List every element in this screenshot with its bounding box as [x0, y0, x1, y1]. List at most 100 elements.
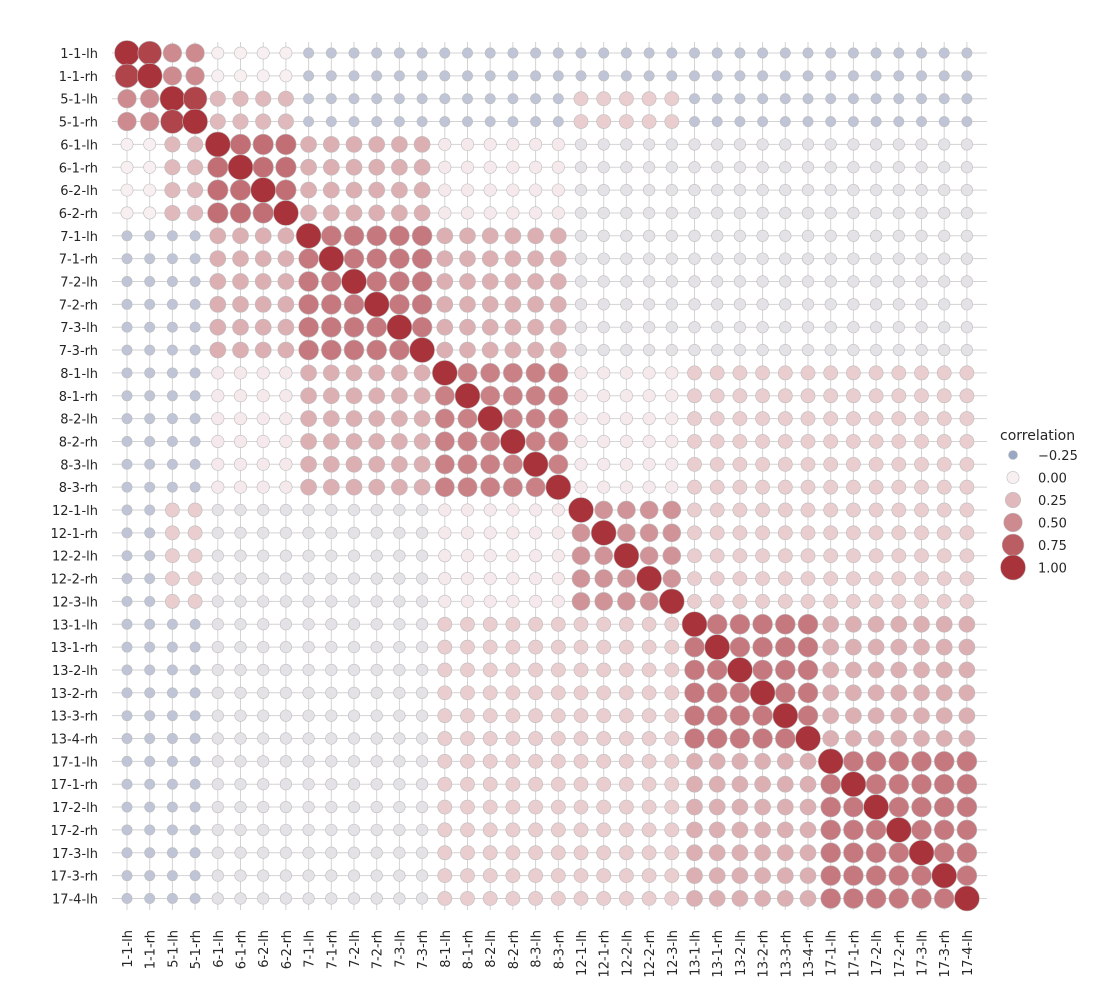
correlation-dot	[505, 708, 521, 724]
correlation-dot	[709, 548, 725, 564]
correlation-dot	[775, 614, 796, 635]
correlation-dot	[343, 316, 365, 338]
correlation-dot	[257, 641, 270, 654]
correlation-dot	[956, 796, 978, 818]
correlation-dot	[437, 799, 453, 815]
x-tick-label: 1-1-rh	[144, 930, 159, 969]
correlation-dot	[938, 70, 950, 82]
correlation-dot	[162, 43, 182, 63]
correlation-dot	[256, 434, 270, 448]
correlation-dot	[391, 181, 408, 199]
correlation-dot	[914, 525, 929, 541]
correlation-dot	[144, 413, 156, 425]
correlation-dot	[847, 321, 860, 334]
correlation-dot	[956, 865, 978, 886]
correlation-dot	[709, 411, 725, 426]
correlation-dot	[530, 47, 542, 59]
correlation-dot	[166, 710, 178, 722]
correlation-dot	[550, 868, 566, 883]
legend-label: 1.00	[1038, 562, 1067, 577]
correlation-dot	[506, 549, 520, 563]
correlation-dot	[393, 93, 405, 105]
correlation-dot	[706, 659, 728, 681]
correlation-dot	[393, 503, 406, 517]
correlation-dot	[300, 433, 317, 450]
correlation-dot	[121, 641, 133, 653]
correlation-dot	[639, 546, 659, 565]
correlation-dot	[870, 321, 883, 334]
correlation-dot	[776, 753, 794, 770]
correlation-dot	[144, 595, 156, 607]
correlation-dot	[279, 526, 292, 539]
correlation-dot	[938, 161, 951, 174]
y-tick-label: 5-1-rh	[59, 116, 98, 131]
correlation-dot	[687, 502, 702, 518]
correlation-dot	[436, 227, 454, 245]
correlation-dot	[755, 571, 770, 586]
correlation-dot	[277, 90, 294, 107]
correlation-dot	[393, 823, 406, 836]
correlation-dot	[550, 845, 566, 861]
y-tick-label: 12-3-lh	[52, 595, 98, 610]
correlation-dot	[870, 184, 883, 197]
correlation-dot	[596, 776, 612, 792]
correlation-dot	[662, 546, 682, 565]
correlation-dot	[325, 663, 338, 677]
correlation-dot	[144, 253, 156, 265]
correlation-dot	[686, 821, 703, 839]
correlation-dot	[303, 116, 315, 127]
x-tick-label: 13-2-rh	[757, 930, 772, 978]
correlation-dot	[823, 434, 839, 449]
correlation-dot	[189, 276, 201, 287]
correlation-dot	[954, 885, 980, 912]
correlation-dot	[187, 548, 203, 564]
correlation-dot	[845, 684, 862, 702]
correlation-dot	[416, 846, 429, 859]
correlation-dot	[823, 479, 839, 495]
correlation-dot	[708, 753, 726, 770]
correlation-dot	[121, 458, 133, 470]
correlation-dot	[121, 733, 133, 744]
correlation-dot	[551, 572, 565, 586]
correlation-dot	[481, 341, 499, 359]
correlation-dot	[846, 388, 861, 404]
correlation-dot	[234, 46, 247, 60]
correlation-dot	[211, 755, 224, 768]
correlation-dot	[257, 618, 270, 631]
correlation-dot	[140, 111, 160, 132]
correlation-dot	[302, 663, 315, 677]
correlation-dot	[143, 183, 157, 197]
correlation-dot	[824, 252, 837, 265]
correlation-dot	[664, 616, 680, 632]
correlation-dot	[779, 321, 792, 334]
correlation-dot	[233, 480, 248, 494]
correlation-dot	[347, 755, 361, 768]
correlation-dot	[234, 892, 247, 905]
correlation-dot	[416, 572, 429, 585]
x-tick-label: 17-3-rh	[938, 930, 953, 978]
correlation-dot	[847, 206, 860, 220]
correlation-dot	[596, 731, 612, 746]
correlation-dot	[797, 614, 819, 635]
correlation-dot	[189, 710, 201, 722]
correlation-dot	[257, 595, 270, 608]
correlation-dot	[596, 114, 612, 129]
correlation-dot	[777, 434, 793, 449]
correlation-dot	[870, 47, 882, 59]
correlation-dot	[642, 412, 656, 426]
correlation-dot	[120, 183, 134, 197]
correlation-dot	[460, 503, 475, 517]
correlation-dot	[619, 708, 634, 724]
correlation-dot	[935, 638, 953, 656]
correlation-dot	[295, 223, 322, 249]
correlation-dot	[620, 70, 632, 82]
correlation-dot	[144, 390, 156, 402]
correlation-dot	[303, 47, 315, 59]
correlation-dot	[865, 773, 887, 795]
correlation-dot	[121, 847, 133, 859]
x-tick-label: 6-1-lh	[212, 930, 227, 968]
correlation-dot	[234, 503, 247, 517]
correlation-dot	[256, 69, 270, 83]
correlation-dot	[211, 641, 224, 654]
correlation-dot	[801, 252, 815, 265]
